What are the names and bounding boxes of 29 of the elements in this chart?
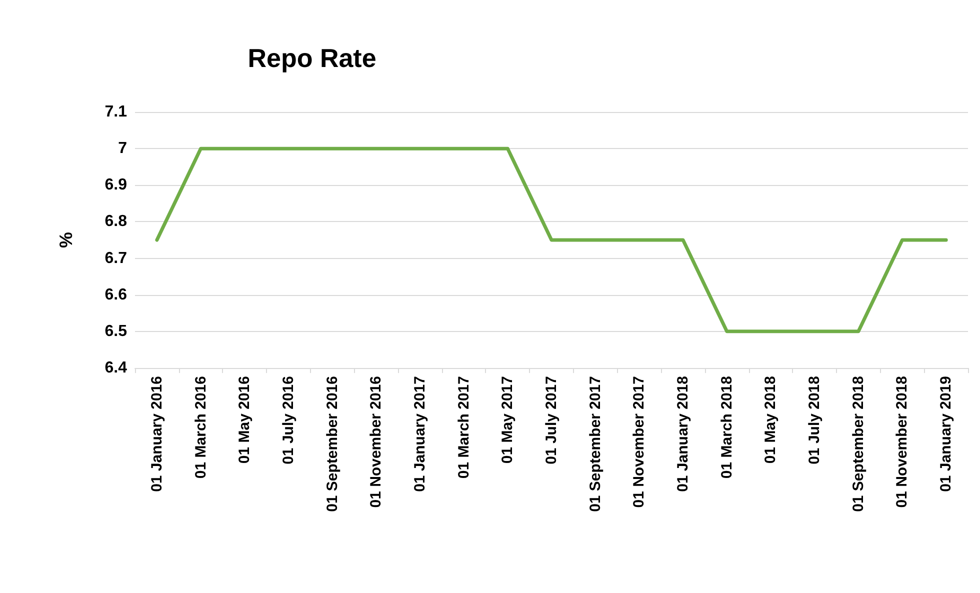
x-tick-label: 01 May 2017 (499, 376, 516, 464)
x-tick-label: 01 January 2019 (938, 376, 955, 492)
x-tick-label: 01 January 2017 (411, 376, 428, 492)
x-tick-label: 01 January 2016 (148, 376, 166, 492)
x-tick-label: 01 January 2018 (674, 376, 692, 492)
y-tick-label: 6.9 (104, 176, 128, 194)
y-tick-label: 6.7 (104, 250, 128, 267)
y-tick-label: 6.4 (104, 360, 128, 376)
y-tick-label: 7 (118, 140, 128, 158)
y-tick-label: 6.5 (104, 322, 128, 340)
x-tick-label: 01 September 2016 (324, 376, 341, 512)
x-tick-label: 01 September 2017 (586, 376, 604, 512)
x-tick-label: 01 March 2016 (192, 376, 210, 479)
x-tick-label: 01 May 2016 (236, 376, 254, 464)
x-tick-label: 01 March 2018 (718, 376, 736, 479)
x-tick-label: 01 November 2017 (630, 376, 648, 508)
x-tick-label: 01 July 2018 (806, 376, 824, 464)
x-tick-label: 01 July 2016 (280, 376, 297, 464)
x-tick-label: 01 November 2016 (368, 376, 385, 508)
y-tick-label: 6.6 (104, 286, 128, 304)
y-tick-label: 6.8 (104, 213, 128, 230)
x-tick-label: 01 July 2017 (543, 376, 560, 464)
chart-title: Repo Rate (248, 43, 376, 73)
y-tick-label: 7.1 (104, 104, 128, 120)
x-tick-label: 01 September 2018 (850, 376, 867, 512)
y-axis-title: % (56, 232, 76, 248)
x-tick-label: 01 November 2018 (894, 376, 911, 508)
x-tick-label: 01 May 2018 (762, 376, 780, 464)
x-tick-label: 01 March 2017 (455, 376, 472, 479)
